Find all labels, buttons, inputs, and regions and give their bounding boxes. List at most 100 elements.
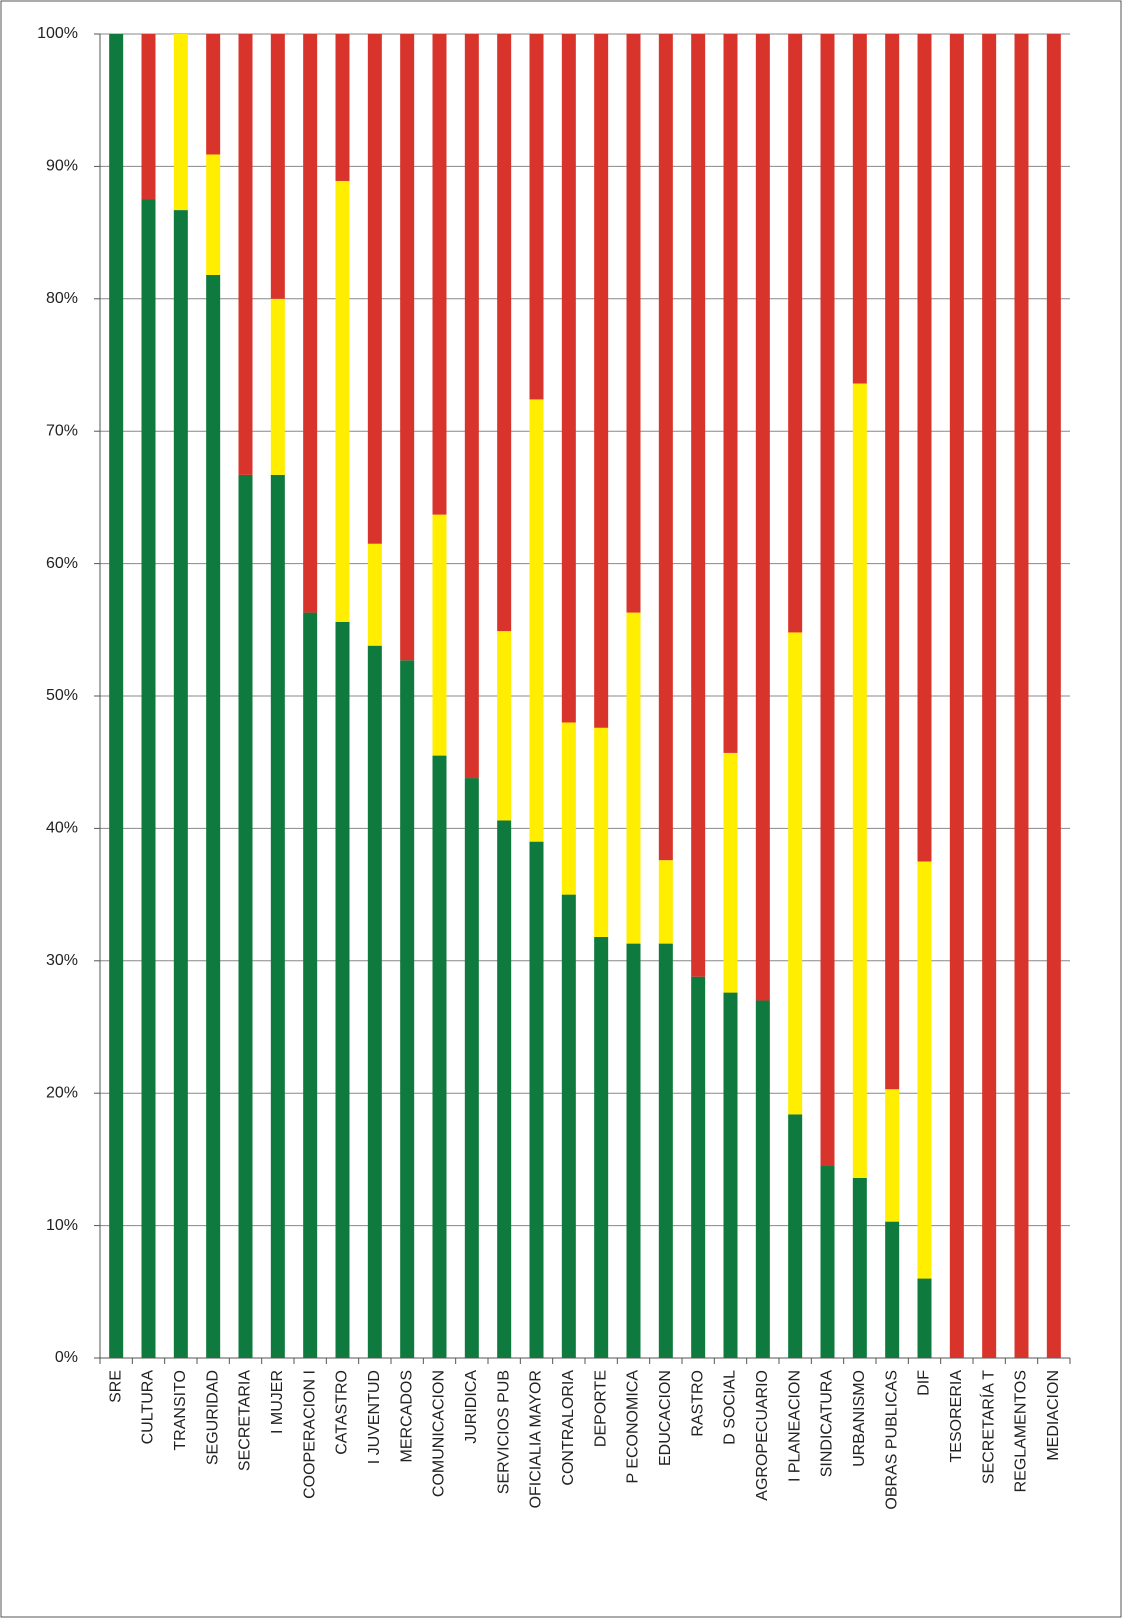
bar-segment — [335, 621, 350, 1358]
y-tick-label: 100% — [37, 25, 78, 42]
bar-segment — [594, 936, 609, 1358]
bar-segment — [1046, 34, 1061, 1358]
x-tick-label: TESORERIA — [948, 1370, 965, 1463]
bar-segment — [270, 474, 285, 1359]
bar-segment — [852, 383, 867, 1178]
x-tick-label: I MUJER — [269, 1370, 286, 1434]
bar-segment — [400, 660, 415, 1358]
x-tick-label: SECRETARIA — [237, 1370, 254, 1471]
x-tick-label: CATASTRO — [334, 1370, 351, 1455]
bar-segment — [788, 1114, 803, 1358]
bar-segment — [949, 34, 964, 1358]
y-tick-label: 40% — [46, 820, 78, 837]
bar-segment — [594, 727, 609, 937]
bar-segment — [561, 894, 576, 1358]
bar-segment — [270, 298, 285, 475]
bar-segment — [367, 34, 382, 544]
bar-segment — [788, 34, 803, 633]
bar-segment — [206, 274, 221, 1358]
bar-segment — [658, 860, 673, 944]
bar-segment — [885, 1221, 900, 1358]
x-tick-label: CONTRALORIA — [560, 1370, 577, 1486]
x-tick-label: REGLAMENTOS — [1013, 1370, 1030, 1492]
bar-segment — [141, 199, 156, 1358]
bar-segment — [917, 1278, 932, 1358]
x-tick-label: AGROPECUARIO — [754, 1370, 771, 1501]
x-tick-label: SERVICIOS PUB — [495, 1370, 512, 1494]
x-tick-label: DEPORTE — [592, 1370, 609, 1447]
bar-segment — [206, 154, 221, 275]
bar-segment — [820, 1166, 835, 1358]
y-tick-label: 50% — [46, 687, 78, 704]
x-tick-label: DIF — [916, 1370, 933, 1396]
bar-segment — [852, 34, 867, 384]
bar-segment — [238, 474, 253, 1359]
bar-segment — [109, 34, 124, 1358]
bar-segment — [497, 820, 512, 1358]
x-tick-label: SINDICATURA — [819, 1370, 836, 1478]
bar-segment — [917, 34, 932, 862]
y-tick-label: 60% — [46, 555, 78, 572]
bar-segment — [723, 752, 738, 993]
bar-segment — [561, 722, 576, 895]
bar-segment — [723, 992, 738, 1358]
bar-segment — [917, 861, 932, 1279]
bar-segment — [400, 34, 415, 661]
bar-segment — [626, 34, 641, 613]
y-tick-label: 90% — [46, 158, 78, 175]
x-tick-label: OFICIALIA MAYOR — [528, 1370, 545, 1508]
x-tick-label: EDUCACION — [657, 1370, 674, 1466]
bar-segment — [303, 612, 318, 1358]
bar-segment — [885, 1089, 900, 1222]
x-tick-label: MEDIACION — [1045, 1370, 1062, 1461]
bar-segment — [303, 34, 318, 613]
x-tick-label: URBANISMO — [851, 1370, 868, 1467]
bar-segment — [238, 34, 253, 475]
y-tick-label: 0% — [55, 1349, 78, 1366]
x-tick-label: OBRAS PUBLICAS — [883, 1370, 900, 1510]
bar-segment — [432, 755, 447, 1358]
bar-segment — [529, 841, 544, 1358]
bar-segment — [755, 34, 770, 1001]
x-tick-label: JURIDICA — [463, 1370, 480, 1444]
bar-segment — [788, 632, 803, 1115]
x-tick-label: TRANSITO — [172, 1370, 189, 1451]
bar-segment — [173, 34, 188, 211]
bar-segment — [982, 34, 997, 1358]
y-tick-label: 10% — [46, 1217, 78, 1234]
bar-segment — [529, 399, 544, 842]
bar-segment — [367, 543, 382, 646]
x-tick-label: SECRETARÍA T — [978, 1370, 997, 1484]
x-tick-label: RASTRO — [689, 1370, 706, 1437]
bar-segment — [820, 34, 835, 1167]
y-tick-label: 80% — [46, 290, 78, 307]
bar-segment — [141, 34, 156, 200]
x-tick-label: MERCADOS — [398, 1370, 415, 1462]
bar-segment — [497, 631, 512, 821]
y-tick-label: 70% — [46, 422, 78, 439]
bar-segment — [464, 34, 479, 779]
bar-segment — [206, 34, 221, 155]
bar-segment — [173, 210, 188, 1358]
bar-segment — [626, 943, 641, 1358]
bar-segment — [464, 778, 479, 1358]
y-tick-label: 20% — [46, 1084, 78, 1101]
x-tick-label: COOPERACION I — [301, 1370, 318, 1499]
bar-segment — [885, 34, 900, 1090]
bar-segment — [852, 1177, 867, 1358]
bar-segment — [1014, 34, 1029, 1358]
bar-segment — [335, 180, 350, 622]
bar-segment — [270, 34, 285, 299]
bar-segment — [561, 34, 576, 723]
x-tick-label: CULTURA — [140, 1370, 157, 1445]
bar-segment — [658, 34, 673, 861]
x-tick-label: I PLANEACION — [786, 1370, 803, 1482]
bar-segment — [755, 1000, 770, 1358]
bar-segment — [691, 34, 706, 977]
bar-segment — [529, 34, 544, 400]
x-tick-label: SEGURIDAD — [204, 1370, 221, 1465]
x-tick-label: P ECONOMICA — [625, 1370, 642, 1484]
bar-segment — [432, 34, 447, 515]
bar-segment — [723, 34, 738, 753]
x-tick-label: COMUNICACION — [431, 1370, 448, 1497]
